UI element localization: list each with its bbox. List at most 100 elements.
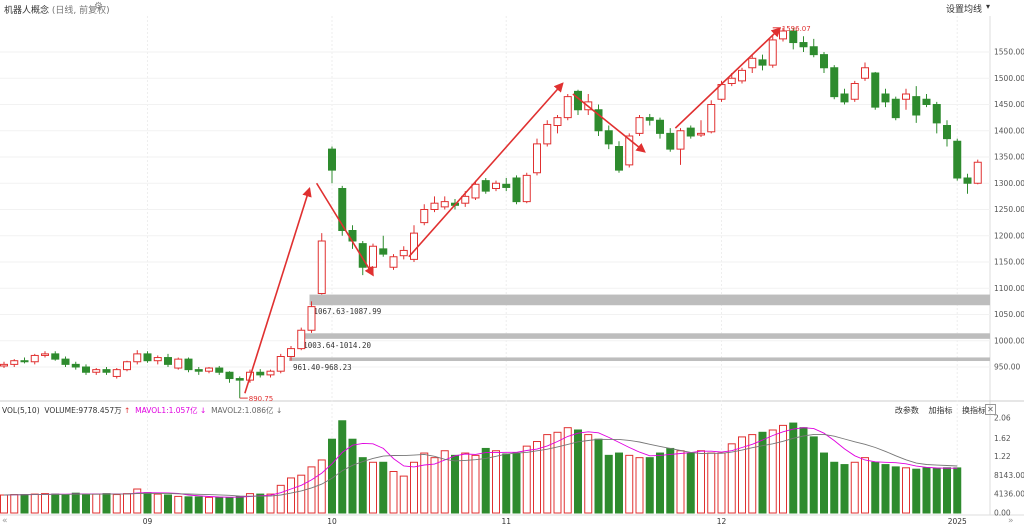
candle-body [963,177,972,184]
candle-body [389,256,398,268]
volume-bar [727,443,736,514]
candle-body [943,125,951,140]
volume-bar [922,467,931,514]
support-zone [299,333,990,339]
volume-bar [707,452,716,514]
volume-bar [451,454,459,514]
chart-title: 机器人概念 (日线, 前复权) [4,3,110,16]
candle-body [307,306,316,331]
candle-body [143,353,152,362]
volume-bar [481,447,490,514]
volume-bar [287,477,295,514]
candle-body [235,378,244,381]
volume-bar [656,452,664,514]
candle-body [287,348,295,357]
volume-bar [225,497,234,514]
settings-ma-button[interactable]: 设置均线 [945,5,982,15]
volume-bar [123,493,131,514]
zone-label: 961.40-968.23 [293,363,352,372]
volume-bar [338,420,347,514]
volume-bar [215,496,224,514]
candle-body [522,174,531,203]
top-bar: 机器人概念 (日线, 前复权) ⚙ 设置均线 ▾ [0,0,1024,17]
candle-body [727,77,736,84]
candle-body [30,354,39,363]
volume-bar [768,429,777,514]
mavol2-value: MAVOL2:1.086亿 [211,406,274,415]
high-price-label: 1596.07 [782,25,811,33]
volume-bar [143,492,152,514]
volume-bar [133,488,142,514]
volume-tick-label: 2.06 [994,414,1011,423]
volume-bar [604,454,613,514]
candle-body [410,232,418,260]
switch-indicator-button[interactable]: 换指标 [962,406,986,415]
candle-body [768,39,777,66]
volume-bar [563,427,572,514]
add-indicator-button[interactable]: 加指标 [928,406,953,415]
candle-body [502,183,511,188]
candle-body [645,117,654,121]
candle-body [758,59,767,66]
candle-body [471,183,480,199]
candle-body [625,135,634,166]
candle-body [328,148,336,171]
volume-bar [420,452,429,514]
price-tick-label: 1350.00 [994,153,1024,162]
month-label: 11 [501,517,511,526]
candle-body [533,143,541,174]
candle-body [850,83,859,100]
price-tick-label: 1000.00 [994,336,1024,345]
scroll-left-icon[interactable]: « [2,516,8,526]
candle-body [707,104,716,133]
volume-bar [953,467,962,514]
mavol2-line [3,433,958,497]
candle-body [379,248,388,255]
scroll-right-icon[interactable]: » [1008,516,1014,526]
candle-body [399,249,408,257]
volume-bar [276,484,285,514]
volume-bar [574,429,582,514]
volume-tools: 改参数 加指标 换指标 [888,405,986,416]
arrow-down-icon: ↓ [200,406,207,415]
candle-body [205,367,213,372]
volume-bar [779,424,787,514]
volume-bar [820,452,828,514]
chevron-down-icon[interactable]: ▾ [985,2,990,11]
volume-bar [61,494,70,514]
candle-body [543,123,552,145]
candle-body [604,130,613,145]
volume-bar [932,467,941,514]
volume-bar [184,496,193,514]
edit-params-button[interactable]: 改参数 [894,406,919,415]
volume-bar [256,493,265,514]
volume-bar [902,467,910,514]
volume-bar [645,457,654,514]
candle-body [20,360,29,363]
candle-body [153,357,162,362]
volume-bar [625,454,634,514]
candle-body [61,358,70,365]
volume-header: VOL(5,10) VOLUME:9778.457万 ↑ MAVOL1:1.05… [2,405,282,416]
candle-body [594,109,603,132]
candle-body [430,202,439,210]
volume-tick-label: 1.22 [994,452,1011,461]
candle-body [615,146,623,171]
trend-arrow [674,27,782,129]
volume-bar [266,493,275,514]
trend-arrow [244,186,312,394]
candle-body [358,243,367,268]
volume-bar [399,475,408,514]
gear-icon[interactable]: ⚙ [94,1,103,12]
volume-bar [235,495,244,514]
month-label: 2025 [948,517,967,526]
close-icon[interactable]: ✕ [985,404,996,415]
volume-bar [51,493,60,514]
volume-bar [502,453,511,514]
candle-body [0,363,8,367]
candle-body [461,195,470,204]
volume-bar [522,445,531,514]
candle-body [902,93,910,100]
volume-bar [10,494,19,514]
